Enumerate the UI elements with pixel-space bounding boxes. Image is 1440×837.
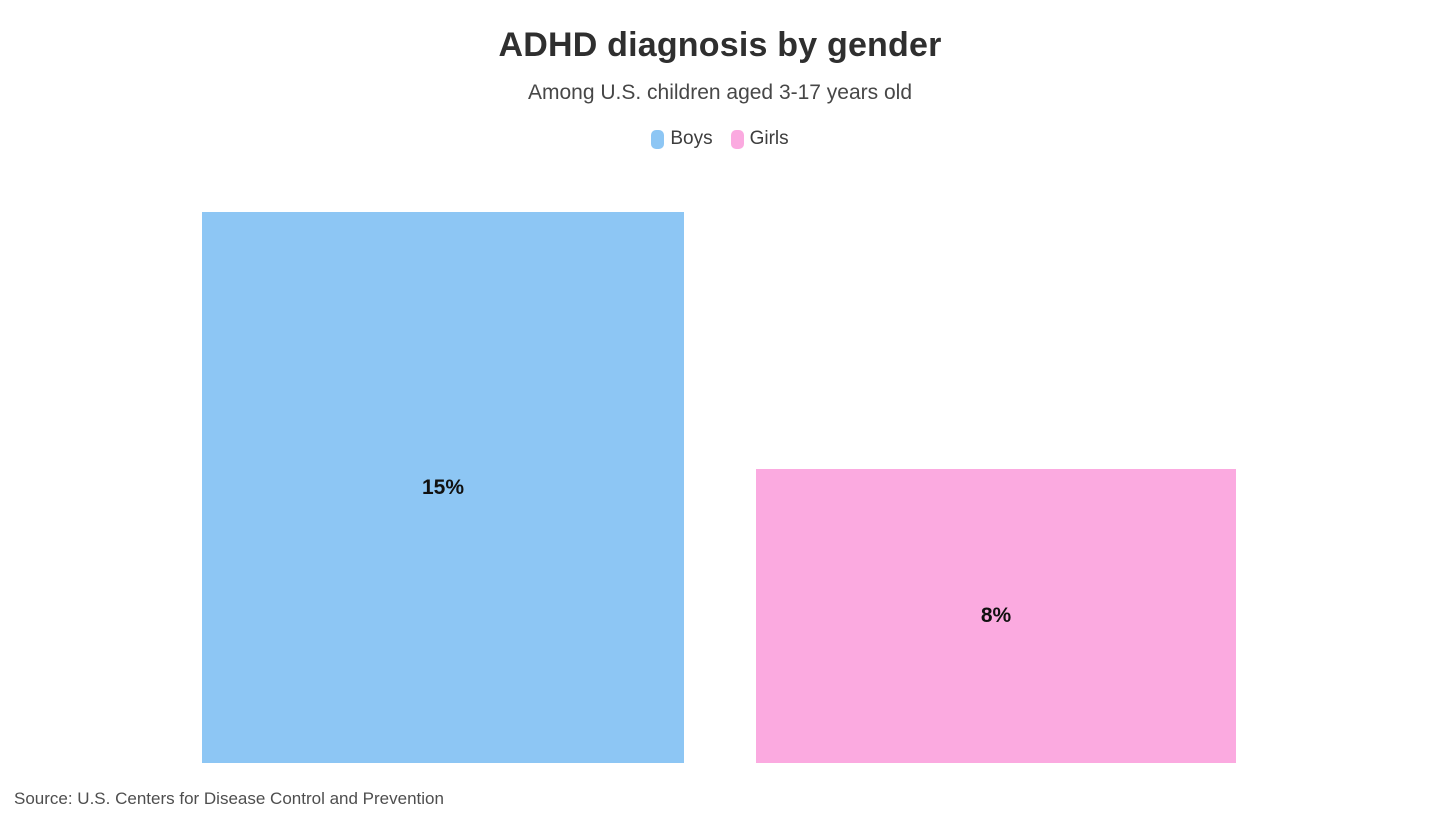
bar-value-label: 15% xyxy=(421,475,465,499)
bar-boys: 15% xyxy=(202,212,684,763)
chart-subtitle: Among U.S. children aged 3-17 years old xyxy=(527,81,913,104)
source-note: Source: U.S. Centers for Disease Control… xyxy=(14,789,444,808)
bar-value-label: 8% xyxy=(980,604,1012,627)
legend-item-girls: Girls xyxy=(730,128,789,150)
legend-label: Boys xyxy=(670,128,713,149)
bar-girls: 8% xyxy=(756,469,1236,763)
legend-item-boys: Boys xyxy=(651,128,713,150)
legend-swatch-boys-icon xyxy=(651,129,665,149)
chart-legend: Boys Girls xyxy=(0,128,1440,150)
legend-swatch-girls-icon xyxy=(730,129,744,149)
legend-label: Girls xyxy=(749,128,789,149)
chart-title: ADHD diagnosis by gender xyxy=(498,26,942,64)
